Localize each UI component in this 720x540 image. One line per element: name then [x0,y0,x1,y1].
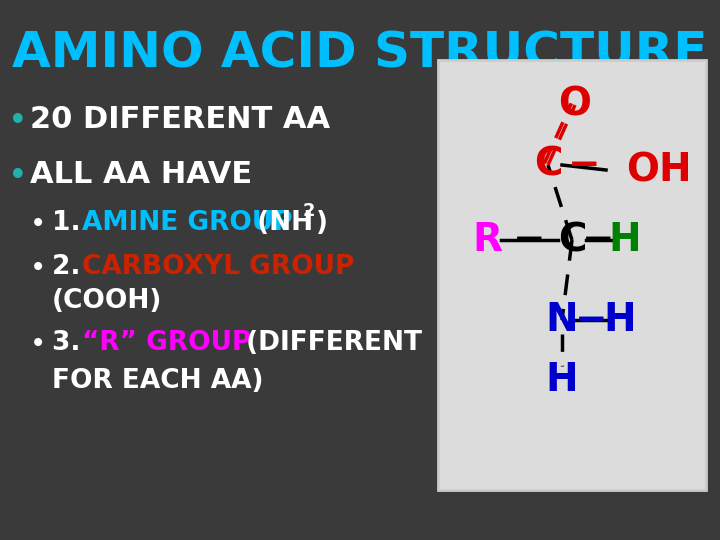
Text: N: N [546,301,578,339]
Text: AMINE GROUP: AMINE GROUP [82,210,292,236]
Text: 2: 2 [303,202,315,220]
Text: (COOH): (COOH) [52,288,163,314]
Text: CARBOXYL GROUP: CARBOXYL GROUP [82,254,354,280]
Text: 1.: 1. [52,210,90,236]
Text: −: − [513,221,545,259]
Text: •: • [30,254,46,282]
Text: •: • [30,330,46,358]
Text: OH: OH [626,151,692,189]
Text: H: H [546,361,578,399]
Text: −: − [575,301,607,339]
Text: (NH: (NH [248,210,313,236]
Text: R: R [472,221,502,259]
Bar [438,60,706,490]
Text: “R” GROUP: “R” GROUP [82,330,251,356]
Text: −: − [567,146,600,184]
Text: FOR EACH AA): FOR EACH AA) [52,368,264,394]
Text: O: O [559,86,592,124]
Text: •: • [8,160,27,193]
Text: AMINO ACID STRUCTURE: AMINO ACID STRUCTURE [12,30,707,78]
Text: H: H [603,301,636,339]
Text: C: C [558,221,586,259]
Text: •: • [30,210,46,238]
Text: ALL AA HAVE: ALL AA HAVE [30,160,252,189]
Text: H: H [608,221,642,259]
Text: ): ) [316,210,328,236]
Text: C: C [534,146,562,184]
Text: 20 DIFFERENT AA: 20 DIFFERENT AA [30,105,330,134]
Text: •: • [8,105,27,138]
Text: 3.: 3. [52,330,89,356]
Text: (DIFFERENT: (DIFFERENT [237,330,422,356]
Text: −: − [582,221,614,259]
Text: 2.: 2. [52,254,89,280]
